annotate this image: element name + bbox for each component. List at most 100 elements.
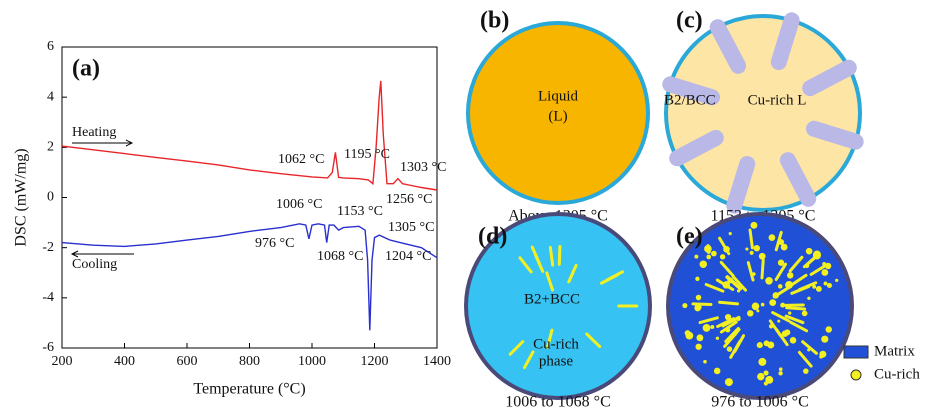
cu-rich-dot <box>695 343 702 350</box>
cu-rich-streak <box>785 306 807 311</box>
panel-text: phase <box>539 353 573 369</box>
cu-rich-dot <box>758 357 767 366</box>
annotation: 1068 °C <box>317 249 363 264</box>
x-tick-label: 1200 <box>361 354 389 369</box>
cu-rich-dot <box>749 250 754 255</box>
cu-rich-streak <box>784 314 805 325</box>
cu-rich-streak <box>719 320 738 334</box>
cu-rich-streak <box>599 273 619 285</box>
dsc-curve <box>61 80 438 191</box>
cu-rich-dot <box>723 245 730 253</box>
cu-rich-dot <box>684 330 691 337</box>
cu-rich-dot <box>694 254 699 259</box>
cu-rich-dot <box>763 370 769 376</box>
cu-rich-dot <box>719 254 726 260</box>
cu-rich-dot <box>765 375 774 384</box>
cu-rich-dot <box>807 348 811 352</box>
cu-rich-dot <box>821 335 829 343</box>
panel-label: (c) <box>676 8 703 34</box>
cu-rich-streak <box>548 245 555 267</box>
cu-rich-dot <box>777 284 783 289</box>
cu-rich-dot <box>694 304 701 312</box>
annotation: 1305 °C <box>388 220 434 235</box>
cu-rich-dot <box>778 239 785 245</box>
cu-rich-dot <box>784 329 791 336</box>
cu-rich-streak <box>748 228 754 250</box>
cu-rich-dot <box>805 247 813 255</box>
cu-rich-streak <box>567 263 578 284</box>
x-tick-label: 400 <box>114 354 135 369</box>
cu-rich-dot <box>777 319 781 323</box>
arrow <box>70 250 134 258</box>
cu-rich-dot <box>772 292 779 299</box>
x-tick-label: 800 <box>239 354 260 369</box>
panel-text: Cu-rich L <box>748 92 807 108</box>
y-tick-label: 2 <box>47 140 54 155</box>
panel-text: Cu-rich <box>533 336 579 352</box>
cu-rich-streak <box>704 282 725 293</box>
cu-rich-streak <box>788 255 804 273</box>
x-tick-label: 600 <box>177 354 198 369</box>
cu-rich-streak <box>746 261 755 282</box>
phase-circle <box>466 21 650 205</box>
cu-rich-dot <box>699 260 708 268</box>
cu-rich-dot <box>751 302 760 311</box>
cu-rich-streak <box>733 334 746 353</box>
cu-rich-streak <box>797 350 813 368</box>
cu-rich-streak <box>545 271 555 292</box>
panel-text: B2/BCC <box>664 92 716 108</box>
annotation: Heating <box>72 125 116 140</box>
cu-rich-streak <box>774 262 788 282</box>
cu-rich-dot <box>768 234 776 241</box>
cu-rich-dot <box>788 311 792 315</box>
cu-rich-dot <box>756 342 763 349</box>
annotation: 1303 °C <box>400 160 446 175</box>
annotation: (a) <box>72 56 100 82</box>
cu-rich-streak <box>789 273 808 287</box>
dendrite <box>669 129 724 167</box>
cu-rich-dot <box>696 334 704 342</box>
annotation: 1062 °C <box>278 152 324 167</box>
annotation: Cooling <box>72 257 117 272</box>
cu-rich-dot <box>819 350 827 358</box>
y-tick-label: -4 <box>42 290 54 305</box>
cu-rich-dot <box>736 316 741 322</box>
cu-rich-dot <box>703 359 707 364</box>
cu-rich-dot <box>789 337 797 344</box>
cu-rich-dot <box>756 309 760 313</box>
cu-rich-dot <box>747 310 754 317</box>
cu-rich-dot <box>725 327 731 333</box>
cu-rich-dot <box>801 310 808 317</box>
cu-rich-dot <box>824 262 832 270</box>
cu-rich-dot <box>736 289 741 293</box>
y-axis-label: DSC (mW/mg) <box>13 148 30 246</box>
cu-rich-dot <box>822 262 827 266</box>
cu-rich-streak <box>789 320 809 333</box>
cu-rich-dot <box>821 269 829 276</box>
cu-rich-dot <box>715 336 720 340</box>
cu-rich-dot <box>778 371 783 376</box>
cu-rich-dot <box>695 294 702 301</box>
dendrite <box>726 155 756 214</box>
cu-rich-dot <box>750 221 758 229</box>
cu-rich-dot <box>786 272 794 279</box>
cu-rich-dot <box>695 276 700 281</box>
cu-rich-dot <box>724 313 732 321</box>
x-tick-label: 1000 <box>298 354 326 369</box>
dendrite <box>805 120 864 150</box>
cu-rich-streak <box>522 350 535 370</box>
cu-rich-dot <box>706 254 712 260</box>
cu-rich-dot <box>769 299 777 307</box>
cu-rich-dot <box>710 324 715 329</box>
cu-rich-dot <box>706 249 711 254</box>
annotation: 1195 °C <box>344 147 390 162</box>
cu-rich-dot <box>803 368 809 374</box>
cu-rich-dot <box>768 324 774 329</box>
panel-caption: 976 to 1006 °C <box>711 394 809 411</box>
dsc-curve <box>61 223 438 331</box>
cu-rich-streak <box>585 332 602 349</box>
phase-circle <box>664 14 862 212</box>
dendrite <box>779 152 817 207</box>
panel-label: (b) <box>480 8 509 34</box>
